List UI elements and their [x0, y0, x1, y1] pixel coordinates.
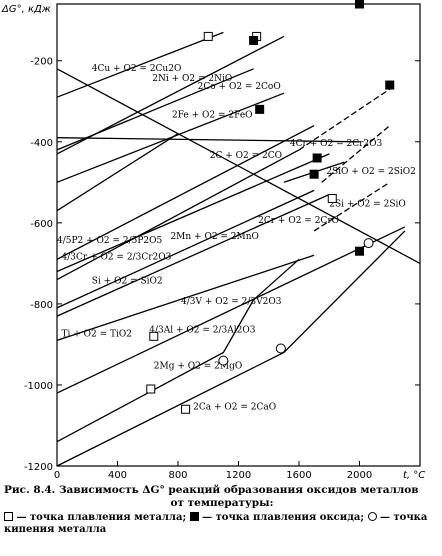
- series-label-10: 2Mn + O2 = 2MnO: [170, 232, 258, 242]
- melting-oxide-marker-5: [355, 246, 364, 256]
- series-line-9: [56, 125, 315, 260]
- series-label-2: 2Co + O2 = 2CoO: [198, 82, 281, 92]
- figure-caption-sub: от температуры:: [4, 497, 440, 510]
- series-label-4: 2C + O2 = 2CO: [210, 151, 282, 161]
- series-label-7: 2Si + O2 = 2SiO: [329, 200, 406, 210]
- melting-oxide-square-icon: [189, 512, 199, 521]
- series-line-19: [56, 230, 406, 467]
- series-line-17: [56, 226, 406, 394]
- x-tick-label-5: 2000: [347, 470, 372, 480]
- boiling-metal-marker-0: [218, 355, 229, 366]
- y-tick-label-2: -600: [30, 219, 53, 230]
- x-tick-label-1: 400: [108, 470, 127, 480]
- series-line-13: [313, 181, 391, 232]
- series-label-12: Si + O2 = SiO2: [92, 277, 163, 287]
- x-tick-label-4: 1600: [286, 470, 311, 480]
- series-line-0: [56, 31, 224, 98]
- melting-oxide-marker-3: [312, 153, 322, 163]
- series-line-12: [321, 125, 391, 183]
- x-tick-label-3: 1200: [226, 470, 251, 480]
- y-axis-label: ΔG°, кДж: [1, 4, 51, 15]
- legend-boiling-metal: — точка кипения металла: [4, 512, 428, 535]
- series-line-2: [56, 68, 254, 151]
- boiling-metal-marker-2: [363, 238, 374, 249]
- series-label-9: 4/3Cr + O2 = 2/3Cr2O3: [62, 252, 172, 262]
- y-tick-label-4: -1000: [24, 381, 53, 392]
- series-label-11: 2Cr + O2 = 2CrO: [258, 216, 339, 226]
- y-tick-label-0: -200: [30, 57, 53, 68]
- x-tick-label-2: 800: [168, 470, 187, 480]
- series-label-14: Ti + O2 = TiO2: [62, 329, 133, 339]
- series-line-7: [298, 88, 391, 151]
- legend-melting-oxide: — точка плавления оксида;: [202, 512, 365, 523]
- x-axis-label: t, °C: [403, 470, 425, 480]
- x-tick-label-0: 0: [54, 470, 60, 480]
- series-label-3: 2Fe + O2 = 2FeO: [172, 110, 253, 120]
- y-tick-label-5: -1200: [24, 462, 53, 473]
- series-label-1: 2Ni + O2 = 2NiO: [152, 74, 232, 84]
- series-label-13: 4/3V + O2 = 2/3V2O3: [181, 297, 282, 307]
- caption-line-1: Рис. 8.4. Зависимость ΔG° реакций образо…: [4, 484, 419, 496]
- series-label-16: 2Mg + O2 = 2MgO: [154, 362, 242, 372]
- series-label-17: 2Ca + O2 = 2CaO: [193, 402, 276, 412]
- series-line-8: [56, 133, 179, 212]
- legend: — точка плавления металла; — точка плавл…: [4, 512, 440, 536]
- series-label-8: 4/5P2 + O2 = 2/5P2O5: [57, 236, 163, 246]
- series-label-15: 4/3Al + O2 = 2/3Al2O3: [149, 325, 255, 335]
- melting-oxide-marker-4: [309, 169, 319, 179]
- melting-oxide-marker-2: [355, 0, 364, 9]
- melting-metal-marker-5: [146, 384, 156, 394]
- melting-metal-square-icon: [4, 512, 13, 521]
- series-line-15: [56, 193, 330, 317]
- melting-oxide-marker-1: [249, 35, 259, 45]
- series-line-16: [56, 254, 315, 342]
- series-line-14: [56, 189, 315, 309]
- figure-caption: Рис. 8.4. Зависимость ΔG° реакций образо…: [4, 484, 440, 497]
- series-line-10: [56, 153, 330, 273]
- melting-oxide-marker-0: [255, 104, 265, 114]
- y-tick-label-3: -800: [30, 300, 53, 311]
- melting-metal-marker-3: [149, 331, 159, 341]
- melting-metal-marker-4: [181, 404, 191, 414]
- melting-oxide-marker-6: [385, 80, 395, 90]
- melting-metal-marker-2: [327, 194, 337, 204]
- boiling-metal-circle-icon: [367, 512, 377, 521]
- series-line-4: [56, 68, 421, 264]
- melting-metal-marker-0: [203, 31, 213, 41]
- series-line-18: [56, 258, 300, 443]
- y-tick-label-1: -400: [30, 138, 53, 149]
- series-label-5: 4Cr + O2 = 2Cr2O3: [290, 139, 383, 149]
- series-line-6: [56, 149, 300, 281]
- caption-line-2: от температуры:: [170, 497, 274, 509]
- legend-melting-metal: — точка плавления металла;: [16, 512, 187, 523]
- series-line-5: [56, 137, 360, 143]
- series-label-6: 2SiO + O2 = 2SiO2: [326, 167, 416, 177]
- boiling-metal-marker-1: [275, 343, 286, 354]
- series-label-0: 4Cu + O2 = 2Cu2O: [92, 64, 182, 74]
